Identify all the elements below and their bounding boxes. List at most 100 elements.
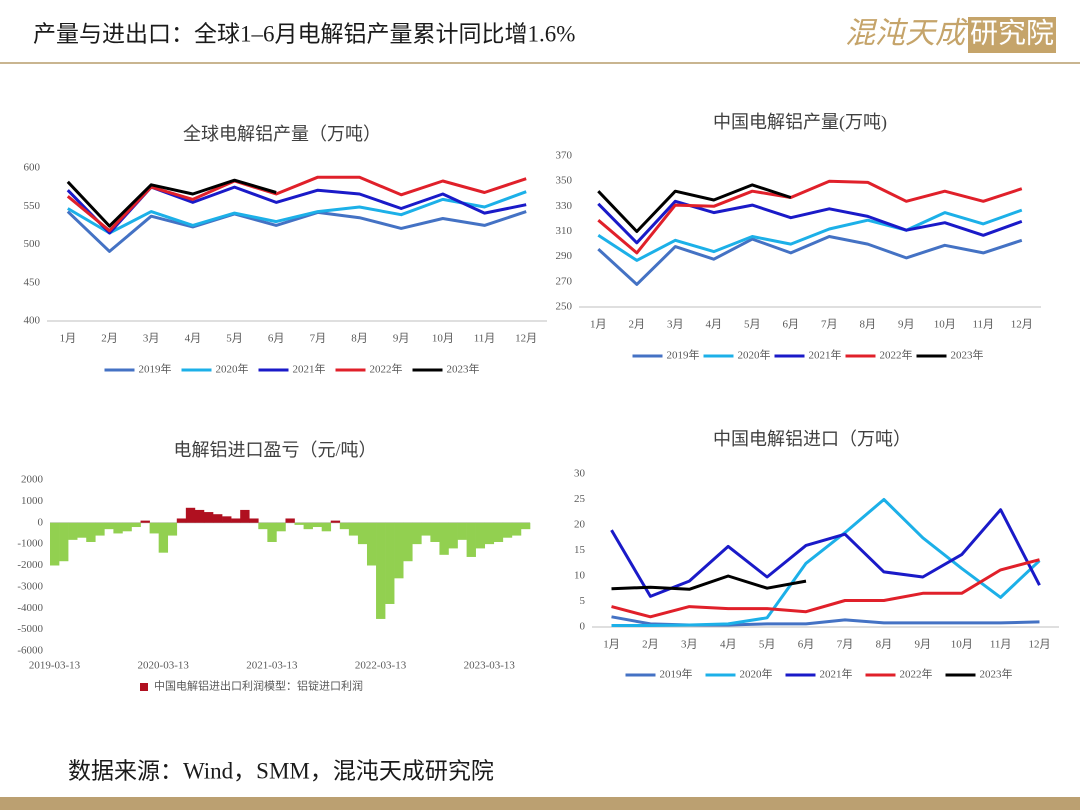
x-tick-label: 9月 bbox=[393, 333, 410, 345]
x-tick-label: 2022-03-13 bbox=[355, 660, 407, 672]
bar bbox=[140, 520, 150, 523]
bar bbox=[357, 522, 368, 545]
chart-title: 中国电解铝产量(万吨) bbox=[713, 112, 887, 133]
series-line bbox=[66, 185, 527, 235]
bar bbox=[312, 522, 322, 528]
x-tick-label: 12月 bbox=[1029, 639, 1051, 651]
y-tick-label: 270 bbox=[556, 275, 573, 287]
bar bbox=[448, 522, 458, 549]
x-tick-label: 5月 bbox=[759, 639, 776, 651]
bar bbox=[520, 522, 531, 530]
legend-label: 2022年 bbox=[370, 362, 403, 376]
series-line bbox=[597, 199, 1023, 245]
x-tick-label: 8月 bbox=[351, 333, 368, 345]
bar bbox=[59, 522, 69, 562]
bar bbox=[267, 522, 277, 542]
y-tick-label: 0 bbox=[580, 621, 586, 633]
x-tick-label: 4月 bbox=[706, 319, 723, 331]
x-tick-label: 3月 bbox=[681, 639, 698, 651]
x-tick-label: 8月 bbox=[876, 639, 893, 651]
bar bbox=[339, 522, 350, 530]
x-tick-label: 12月 bbox=[1011, 319, 1033, 331]
y-tick-label: 370 bbox=[556, 150, 573, 162]
x-tick-label: 2020-03-13 bbox=[138, 660, 190, 672]
bar bbox=[348, 522, 359, 536]
x-tick-label: 1月 bbox=[603, 639, 620, 651]
bar bbox=[330, 520, 341, 523]
bar bbox=[376, 522, 386, 619]
legend-swatch bbox=[140, 683, 148, 691]
legend-label: 2021年 bbox=[809, 348, 842, 362]
footer-band bbox=[0, 797, 1080, 810]
y-tick-label: 450 bbox=[24, 276, 41, 288]
x-tick-label: 2019-03-13 bbox=[29, 660, 81, 672]
bar bbox=[149, 522, 159, 534]
bar bbox=[258, 522, 268, 530]
logo-box bbox=[968, 17, 1056, 53]
legend-label: 2021年 bbox=[820, 667, 853, 681]
bar bbox=[303, 522, 313, 530]
series-line bbox=[611, 558, 1040, 619]
y-tick-label: 290 bbox=[556, 250, 573, 262]
legend-label: 2020年 bbox=[740, 667, 773, 681]
x-tick-label: 10月 bbox=[951, 639, 973, 651]
bar bbox=[511, 522, 522, 536]
bar bbox=[385, 522, 395, 604]
bar bbox=[430, 522, 440, 542]
x-tick-label: 11月 bbox=[990, 639, 1012, 651]
y-tick-label: 1000 bbox=[21, 495, 44, 507]
x-tick-label: 9月 bbox=[898, 319, 915, 331]
series-line bbox=[610, 508, 1041, 598]
bar bbox=[86, 522, 96, 542]
y-tick-label: -1000 bbox=[17, 538, 43, 550]
x-tick-label: 10月 bbox=[432, 333, 454, 345]
y-tick-label: 10 bbox=[574, 570, 586, 582]
y-tick-label: -4000 bbox=[17, 602, 43, 614]
x-tick-label: 9月 bbox=[915, 639, 932, 651]
y-tick-label: -5000 bbox=[17, 623, 43, 635]
bar bbox=[403, 522, 413, 562]
legend-label: 2023年 bbox=[980, 667, 1013, 681]
bar bbox=[77, 522, 87, 538]
slide-title: 产量与进出口：全球1–6月电解铝产量累计同比增1.6% bbox=[33, 21, 575, 46]
x-tick-label: 6月 bbox=[268, 333, 285, 345]
x-tick-label: 12月 bbox=[515, 333, 537, 345]
y-tick-label: 0 bbox=[38, 516, 44, 528]
bar bbox=[240, 509, 250, 523]
x-tick-label: 10月 bbox=[934, 319, 956, 331]
y-tick-label: 5 bbox=[580, 595, 586, 607]
bar bbox=[167, 522, 178, 536]
y-tick-label: 400 bbox=[24, 315, 41, 327]
legend-label: 2019年 bbox=[667, 348, 700, 362]
y-tick-label: 600 bbox=[24, 162, 41, 174]
y-tick-label: 25 bbox=[574, 493, 586, 505]
y-tick-label: 330 bbox=[556, 200, 573, 212]
x-tick-label: 5月 bbox=[744, 319, 761, 331]
bar bbox=[185, 507, 196, 523]
x-tick-label: 7月 bbox=[837, 639, 854, 651]
y-tick-label: 550 bbox=[24, 200, 41, 212]
y-tick-label: 20 bbox=[574, 519, 586, 531]
source: 数据来源：Wind，SMM，混沌天成研究院 bbox=[68, 758, 494, 783]
series-line bbox=[611, 574, 807, 591]
bar bbox=[68, 522, 78, 540]
y-tick-label: 30 bbox=[574, 468, 586, 480]
y-tick-label: 350 bbox=[556, 175, 573, 187]
legend-label: 2020年 bbox=[216, 362, 249, 376]
series-line bbox=[66, 178, 277, 228]
legend-label: 2022年 bbox=[900, 667, 933, 681]
legend-label: 2021年 bbox=[293, 362, 326, 376]
bar bbox=[466, 522, 476, 557]
chart-title: 中国电解铝进口（万吨） bbox=[713, 429, 911, 449]
legend-label: 2023年 bbox=[951, 348, 984, 362]
bar bbox=[276, 522, 286, 532]
y-tick-label: -3000 bbox=[17, 580, 43, 592]
series-line bbox=[611, 498, 1041, 627]
bar bbox=[131, 522, 141, 528]
bar bbox=[493, 522, 504, 542]
x-tick-label: 2023-03-13 bbox=[464, 660, 516, 672]
bar bbox=[158, 522, 169, 553]
legend-label: 2020年 bbox=[738, 348, 771, 362]
x-tick-label: 4月 bbox=[185, 333, 202, 345]
